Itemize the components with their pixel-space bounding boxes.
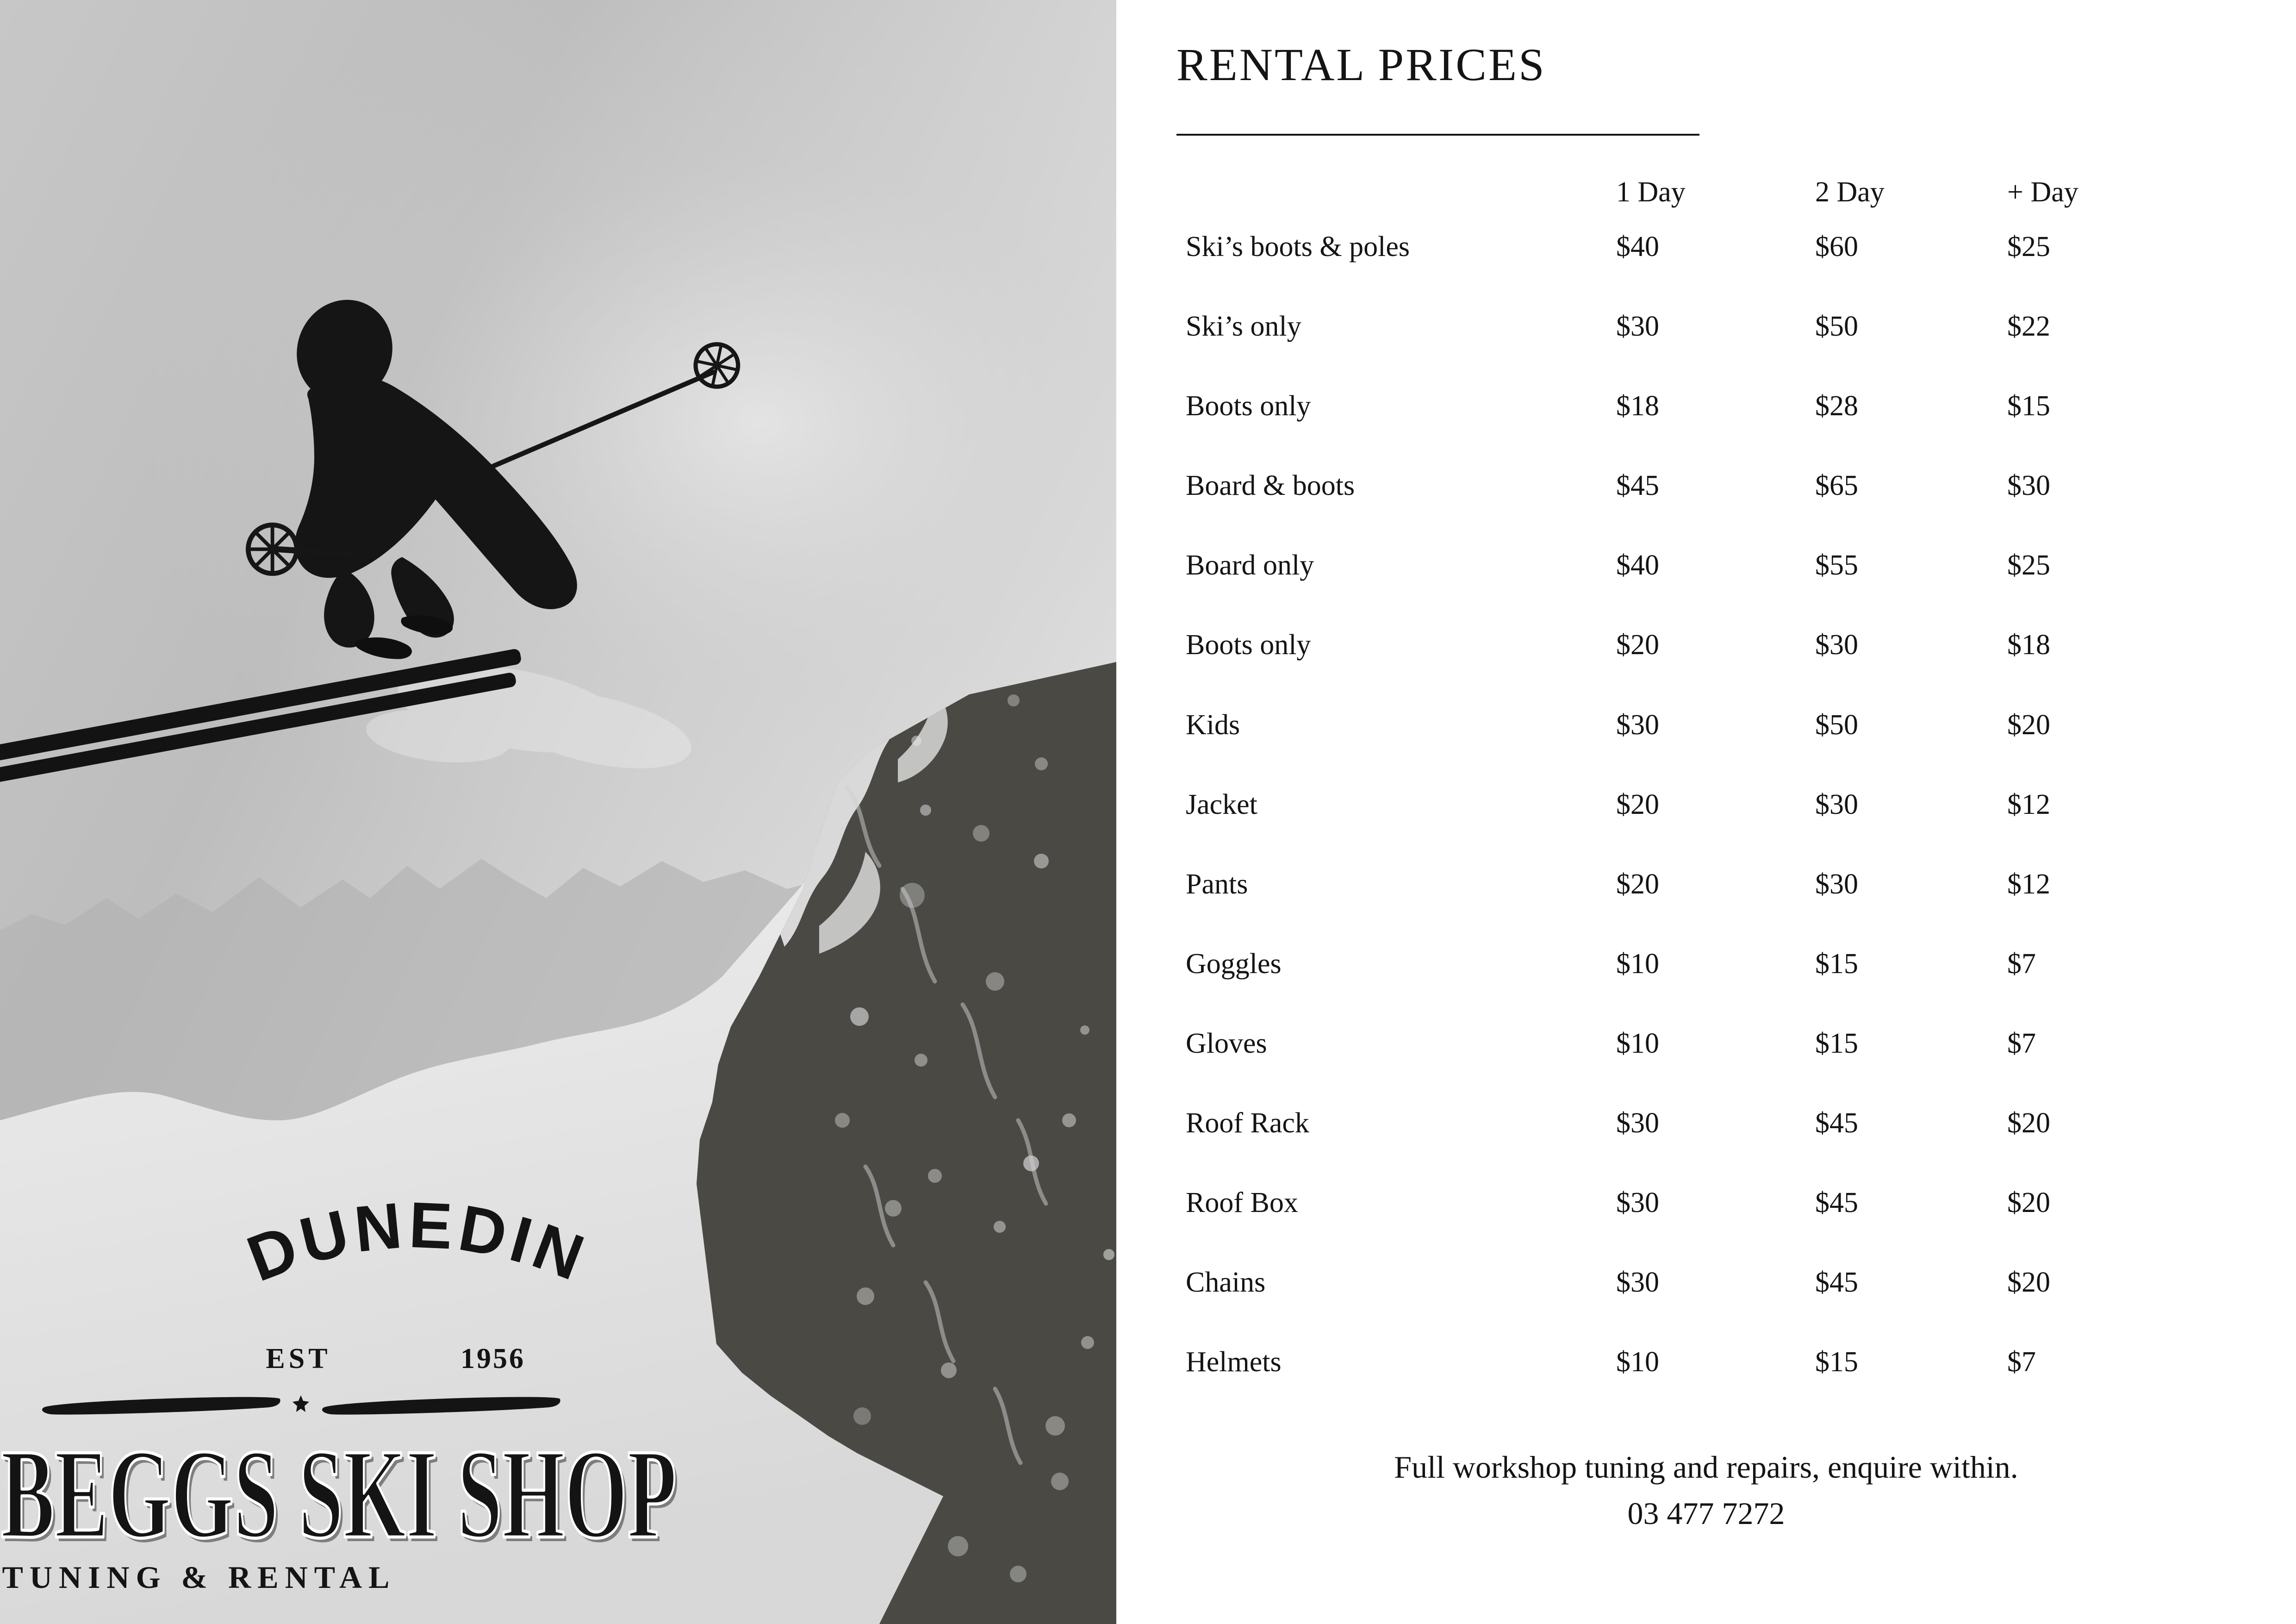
svg-text:EST: EST [266,1343,331,1374]
svg-text:BEGGS SKI SHOP: BEGGS SKI SHOP [1,1422,677,1565]
svg-text:1956: 1956 [460,1343,525,1374]
svg-text:TUNING & RENTAL: TUNING & RENTAL [2,1560,396,1595]
